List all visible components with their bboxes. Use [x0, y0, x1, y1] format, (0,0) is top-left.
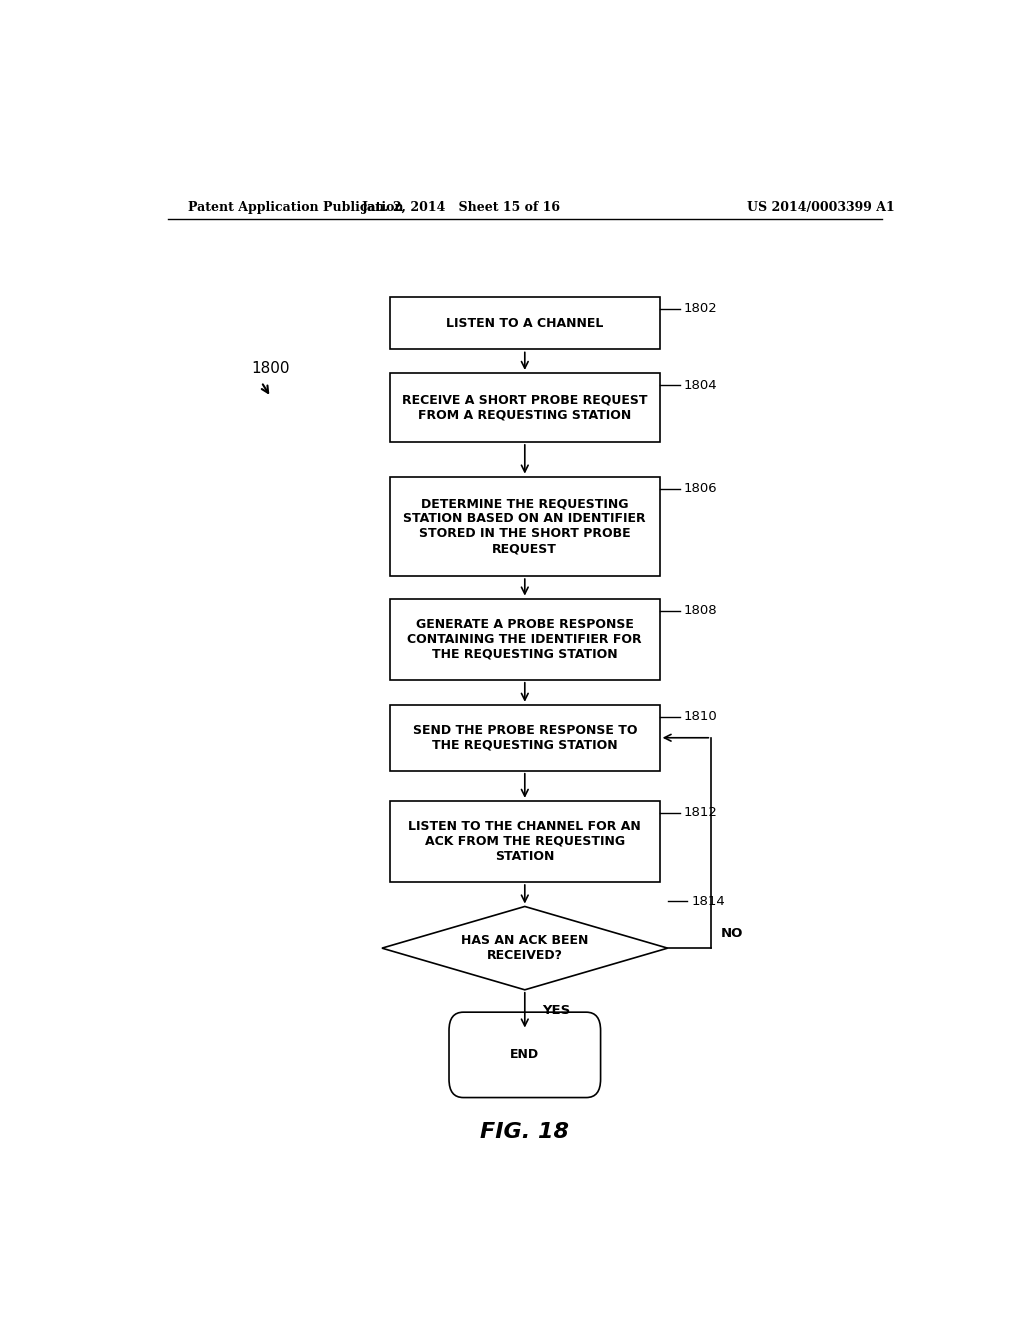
Text: SEND THE PROBE RESPONSE TO
THE REQUESTING STATION: SEND THE PROBE RESPONSE TO THE REQUESTIN… — [413, 723, 637, 752]
Text: FIG. 18: FIG. 18 — [480, 1122, 569, 1142]
Text: 1810: 1810 — [684, 710, 717, 723]
Polygon shape — [382, 907, 668, 990]
Text: Patent Application Publication: Patent Application Publication — [187, 201, 403, 214]
FancyBboxPatch shape — [390, 477, 659, 576]
Text: 1812: 1812 — [684, 807, 718, 820]
Text: NO: NO — [721, 927, 743, 940]
Text: LISTEN TO THE CHANNEL FOR AN
ACK FROM THE REQUESTING
STATION: LISTEN TO THE CHANNEL FOR AN ACK FROM TH… — [409, 820, 641, 863]
Text: HAS AN ACK BEEN
RECEIVED?: HAS AN ACK BEEN RECEIVED? — [461, 935, 589, 962]
Text: RECEIVE A SHORT PROBE REQUEST
FROM A REQUESTING STATION: RECEIVE A SHORT PROBE REQUEST FROM A REQ… — [402, 393, 647, 421]
FancyBboxPatch shape — [390, 705, 659, 771]
Text: LISTEN TO A CHANNEL: LISTEN TO A CHANNEL — [446, 317, 603, 330]
Text: GENERATE A PROBE RESPONSE
CONTAINING THE IDENTIFIER FOR
THE REQUESTING STATION: GENERATE A PROBE RESPONSE CONTAINING THE… — [408, 618, 642, 660]
Text: 1800: 1800 — [251, 362, 290, 376]
Text: 1802: 1802 — [684, 302, 717, 315]
FancyBboxPatch shape — [390, 801, 659, 882]
FancyBboxPatch shape — [390, 372, 659, 442]
Text: END: END — [510, 1048, 540, 1061]
FancyBboxPatch shape — [390, 598, 659, 680]
Text: 1808: 1808 — [684, 605, 717, 618]
Text: 1814: 1814 — [691, 895, 725, 908]
Text: YES: YES — [543, 1003, 570, 1016]
Text: US 2014/0003399 A1: US 2014/0003399 A1 — [748, 201, 895, 214]
FancyBboxPatch shape — [390, 297, 659, 350]
Text: 1806: 1806 — [684, 482, 717, 495]
Text: Jan. 2, 2014   Sheet 15 of 16: Jan. 2, 2014 Sheet 15 of 16 — [361, 201, 561, 214]
Text: 1804: 1804 — [684, 379, 717, 392]
FancyBboxPatch shape — [449, 1012, 601, 1097]
Text: DETERMINE THE REQUESTING
STATION BASED ON AN IDENTIFIER
STORED IN THE SHORT PROB: DETERMINE THE REQUESTING STATION BASED O… — [403, 498, 646, 556]
